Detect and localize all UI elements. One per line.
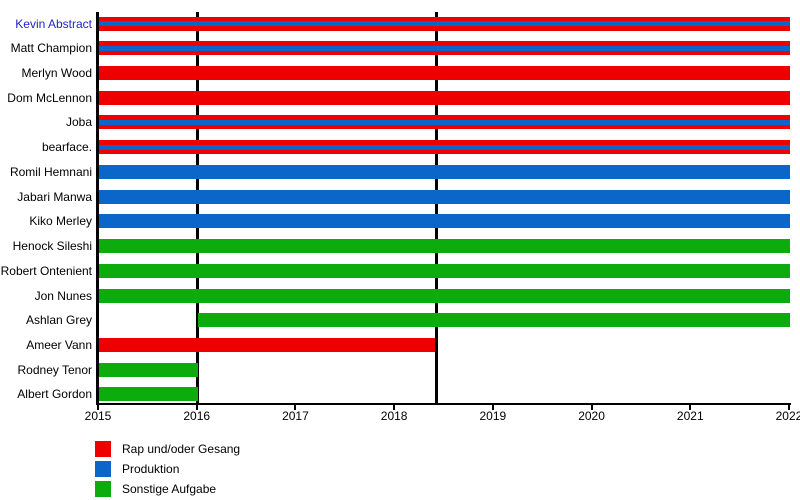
x-axis-tick-2017 <box>294 405 297 410</box>
x-axis-tick-2018 <box>393 405 396 410</box>
x-axis-line <box>96 403 791 405</box>
member-label-kevin-abstract[interactable]: Kevin Abstract <box>15 16 92 31</box>
x-axis-year-label-2018: 2018 <box>380 409 408 423</box>
legend-swatch-sonstige <box>95 481 111 497</box>
timeline-bar-ameer-vann <box>99 338 435 353</box>
x-axis-year-label-2021: 2021 <box>676 409 704 423</box>
x-axis-tick-2015 <box>97 405 99 410</box>
event-marker-2016 <box>196 12 200 403</box>
timeline-bar-joba <box>99 115 790 130</box>
timeline-bar-stripe-bearface <box>99 144 790 150</box>
x-axis-tick-2020 <box>590 405 593 410</box>
member-label-jon-nunes: Jon Nunes <box>34 288 92 303</box>
timeline-bar-jabari-manwa <box>99 189 790 204</box>
member-label-joba: Joba <box>65 115 92 130</box>
member-label-dom-mclennon: Dom McLennon <box>7 90 92 105</box>
timeline-bar-ashlan-grey <box>197 313 790 328</box>
timeline-bar-stripe-matt-champion <box>99 45 790 51</box>
legend-label-sonstige: Sonstige Aufgabe <box>122 482 217 496</box>
timeline-bar-rodney-tenor <box>99 362 198 377</box>
timeline-bar-romil-hemnani <box>99 164 790 179</box>
timeline-bar-stripe-joba <box>99 119 790 125</box>
y-axis-line <box>96 12 99 403</box>
x-axis-tick-2021 <box>689 405 692 410</box>
x-axis-tick-2019 <box>491 405 494 410</box>
member-label-rodney-tenor: Rodney Tenor <box>17 362 93 377</box>
member-label-ashlan-grey: Ashlan Grey <box>25 313 92 328</box>
timeline-bar-merlyn-wood <box>99 65 790 80</box>
timeline-bar-robert-ontenient <box>99 263 790 278</box>
x-axis-year-label-2016: 2016 <box>183 409 211 423</box>
timeline-bar-stripe-kevin-abstract <box>99 21 790 26</box>
member-label-bearface: bearface. <box>41 140 92 155</box>
member-label-merlyn-wood: Merlyn Wood <box>21 65 92 80</box>
legend-swatch-rap <box>95 441 111 457</box>
member-label-henock-sileshi: Henock Sileshi <box>12 239 92 254</box>
member-label-romil-hemnani: Romil Hemnani <box>9 164 92 179</box>
timeline-bar-henock-sileshi <box>99 239 790 254</box>
timeline-bar-albert-gordon <box>99 387 198 402</box>
member-label-jabari-manwa: Jabari Manwa <box>17 189 92 204</box>
x-axis-tick-2016 <box>195 405 198 410</box>
x-axis-year-label-2020: 2020 <box>578 409 605 423</box>
x-axis-year-label-2019: 2019 <box>479 409 507 423</box>
x-axis-year-label-2017: 2017 <box>282 409 309 423</box>
timeline-bar-jon-nunes <box>99 288 790 303</box>
member-label-kiko-merley: Kiko Merley <box>29 214 92 229</box>
member-label-ameer-vann: Ameer Vann <box>26 338 92 353</box>
x-axis-year-label-2015: 2015 <box>84 409 112 423</box>
timeline-bar-kevin-abstract <box>99 16 790 31</box>
legend-swatch-produktion <box>95 461 111 477</box>
member-label-albert-gordon: Albert Gordon <box>17 387 92 402</box>
x-axis-year-label-2022: 2022 <box>775 409 800 423</box>
timeline-bar-dom-mclennon <box>99 90 790 105</box>
member-label-matt-champion: Matt Champion <box>10 41 92 56</box>
legend-label-produktion: Produktion <box>122 462 180 476</box>
member-label-robert-ontenient: Robert Ontenient <box>0 263 92 278</box>
event-marker-2018.42 <box>435 12 439 403</box>
x-axis-tick-2022 <box>787 405 790 410</box>
timeline-bar-bearface <box>99 140 790 155</box>
legend-label-rap: Rap und/oder Gesang <box>122 442 241 456</box>
timeline-bar-kiko-merley <box>99 214 790 229</box>
timeline-bar-matt-champion <box>99 41 790 56</box>
